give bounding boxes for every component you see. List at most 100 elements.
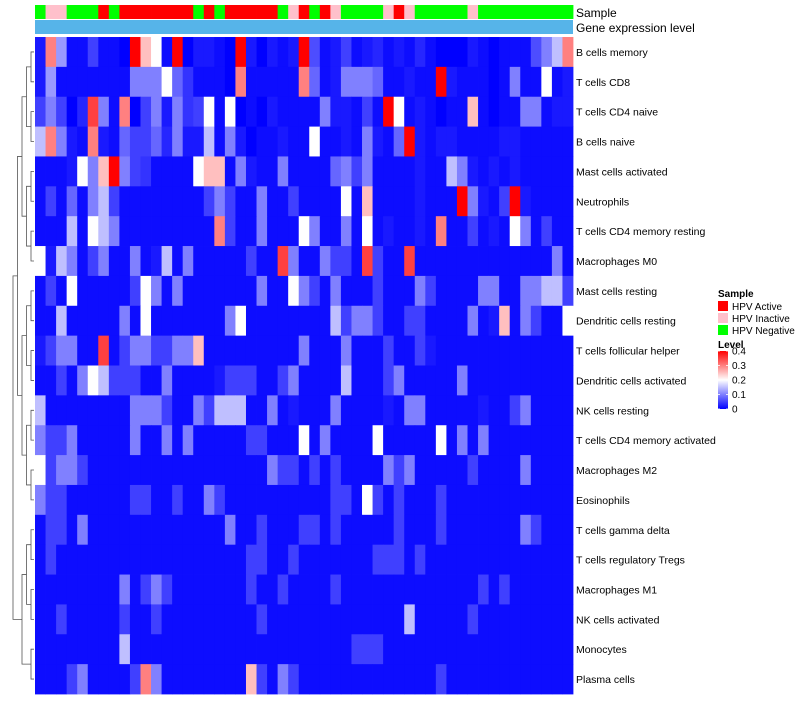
heatmap-cell bbox=[478, 186, 490, 217]
heatmap-cell bbox=[87, 66, 99, 98]
heatmap-cell bbox=[161, 37, 173, 68]
heatmap-cell bbox=[478, 126, 490, 157]
sample-annotation-cell bbox=[520, 5, 532, 19]
heatmap-cell bbox=[129, 425, 141, 456]
heatmap-cell bbox=[372, 604, 384, 635]
heatmap-cell bbox=[499, 186, 511, 217]
heatmap-cell bbox=[499, 514, 511, 546]
heatmap-cell bbox=[235, 574, 247, 605]
heatmap-cell bbox=[499, 126, 511, 157]
heatmap-cell bbox=[267, 365, 279, 396]
heatmap-cell bbox=[172, 395, 184, 426]
heatmap-cell bbox=[520, 37, 532, 68]
heatmap-cell bbox=[235, 275, 247, 307]
heatmap-cell bbox=[509, 246, 521, 277]
heatmap-cell bbox=[87, 216, 99, 247]
heatmap-cell bbox=[214, 365, 226, 396]
heatmap-cell bbox=[203, 395, 215, 426]
heatmap-cell bbox=[362, 335, 373, 366]
heatmap-cell bbox=[256, 216, 268, 247]
heatmap-cell bbox=[161, 96, 173, 127]
heatmap-cell bbox=[488, 305, 500, 337]
heatmap-cell bbox=[435, 664, 447, 695]
heatmap-cell bbox=[66, 604, 78, 635]
heatmap-cell bbox=[425, 37, 437, 68]
heatmap-cell bbox=[393, 365, 405, 396]
heatmap-cell bbox=[288, 604, 300, 635]
heatmap-cell bbox=[172, 425, 184, 456]
heatmap-cell bbox=[393, 126, 405, 157]
heatmap-cell bbox=[45, 96, 57, 127]
heatmap-cell bbox=[224, 484, 236, 516]
heatmap-cell bbox=[77, 335, 89, 366]
heatmap-cell bbox=[193, 275, 205, 307]
heatmap-cell bbox=[488, 455, 500, 486]
heatmap-cell bbox=[383, 425, 395, 456]
heatmap-cell bbox=[224, 126, 236, 157]
heatmap-cell bbox=[193, 126, 205, 157]
heatmap-cell bbox=[182, 634, 194, 665]
heatmap-cell bbox=[372, 544, 384, 575]
heatmap-cell bbox=[488, 335, 500, 366]
heatmap-cell bbox=[319, 37, 331, 68]
heatmap-cell bbox=[193, 246, 205, 277]
row-label: Macrophages M1 bbox=[576, 584, 657, 596]
heatmap-cell bbox=[108, 514, 120, 546]
heatmap-cell bbox=[340, 275, 352, 307]
heatmap-cell bbox=[520, 634, 532, 665]
heatmap-cell bbox=[119, 634, 131, 665]
heatmap-cell bbox=[530, 425, 542, 456]
heatmap-cell bbox=[277, 156, 289, 187]
heatmap-cell bbox=[193, 574, 205, 605]
heatmap-cell bbox=[56, 156, 68, 187]
heatmap-cell bbox=[140, 37, 152, 68]
heatmap-cell bbox=[393, 425, 405, 456]
heatmap-cell bbox=[520, 395, 532, 426]
heatmap-cell bbox=[98, 37, 110, 68]
heatmap-cell bbox=[340, 664, 352, 695]
heatmap-cell bbox=[56, 66, 68, 98]
sample-annotation-cell bbox=[161, 5, 173, 19]
heatmap-cell bbox=[435, 216, 447, 247]
heatmap-cell bbox=[478, 604, 490, 635]
heatmap-cell bbox=[140, 305, 152, 337]
heatmap-cell bbox=[267, 634, 279, 665]
heatmap-cell bbox=[288, 66, 300, 98]
heatmap-cell bbox=[56, 186, 68, 217]
heatmap-cell bbox=[256, 574, 268, 605]
heatmap-cell bbox=[129, 544, 141, 575]
heatmap-cell bbox=[108, 216, 120, 247]
heatmap-cell bbox=[330, 66, 342, 98]
heatmap-cell bbox=[172, 216, 184, 247]
heatmap-cell bbox=[520, 604, 532, 635]
heatmap-cell bbox=[267, 246, 279, 277]
dendrogram-branch bbox=[30, 529, 34, 561]
heatmap-cell bbox=[404, 604, 416, 635]
heatmap-cell bbox=[66, 275, 78, 307]
heatmap-cell bbox=[330, 514, 342, 546]
heatmap-cell bbox=[119, 664, 131, 695]
heatmap-cell bbox=[446, 455, 458, 486]
row-label: Monocytes bbox=[576, 644, 627, 656]
heatmap-cell bbox=[277, 514, 289, 546]
heatmap-cell bbox=[478, 275, 490, 307]
heatmap-cell bbox=[108, 66, 120, 98]
heatmap-cell bbox=[45, 305, 57, 337]
heatmap-cell bbox=[56, 514, 68, 546]
heatmap-cell bbox=[245, 156, 257, 187]
heatmap-cell bbox=[98, 604, 110, 635]
heatmap-cell bbox=[98, 66, 110, 98]
heatmap-cell bbox=[129, 156, 141, 187]
heatmap-cell bbox=[277, 634, 289, 665]
heatmap-cell bbox=[298, 96, 310, 127]
dendrogram-branch bbox=[30, 111, 34, 142]
heatmap-cell bbox=[203, 365, 215, 396]
heatmap-cell bbox=[224, 37, 236, 68]
heatmap-cell bbox=[224, 96, 236, 127]
heatmap-cell bbox=[340, 365, 352, 396]
sample-annotation-cell bbox=[129, 5, 141, 19]
heatmap-cell bbox=[87, 156, 99, 187]
heatmap-cell bbox=[309, 395, 321, 426]
heatmap-cell bbox=[267, 305, 279, 337]
heatmap-cell bbox=[414, 634, 426, 665]
